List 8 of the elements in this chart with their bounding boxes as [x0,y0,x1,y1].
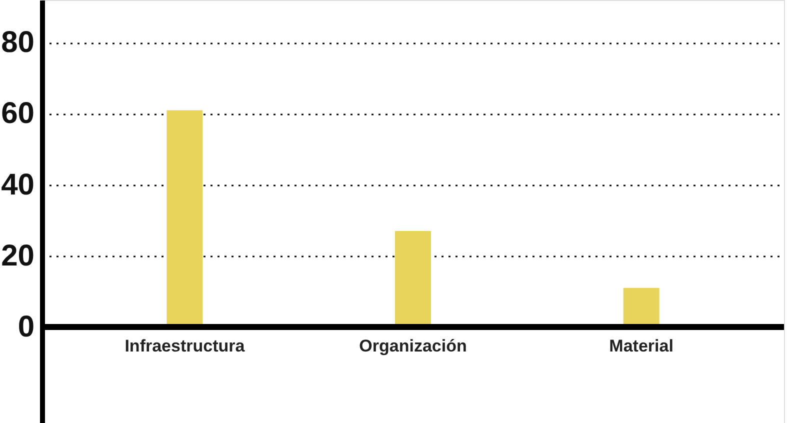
y-tick-label: 80 [1,26,34,60]
y-tick-label: 40 [1,168,34,202]
x-tick-label: Infraestructura [124,336,246,356]
x-tick-label: Material [609,336,674,356]
y-tick-label: 20 [1,239,34,272]
y-tick-label: 0 [18,310,34,344]
y-tick-label: 60 [1,97,34,130]
x-tick-label: Organización [359,336,467,356]
